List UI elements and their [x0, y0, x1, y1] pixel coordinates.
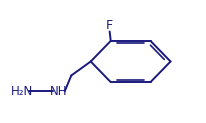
- Text: F: F: [106, 19, 113, 32]
- Text: H₂N: H₂N: [11, 85, 33, 98]
- Text: NH: NH: [50, 85, 68, 98]
